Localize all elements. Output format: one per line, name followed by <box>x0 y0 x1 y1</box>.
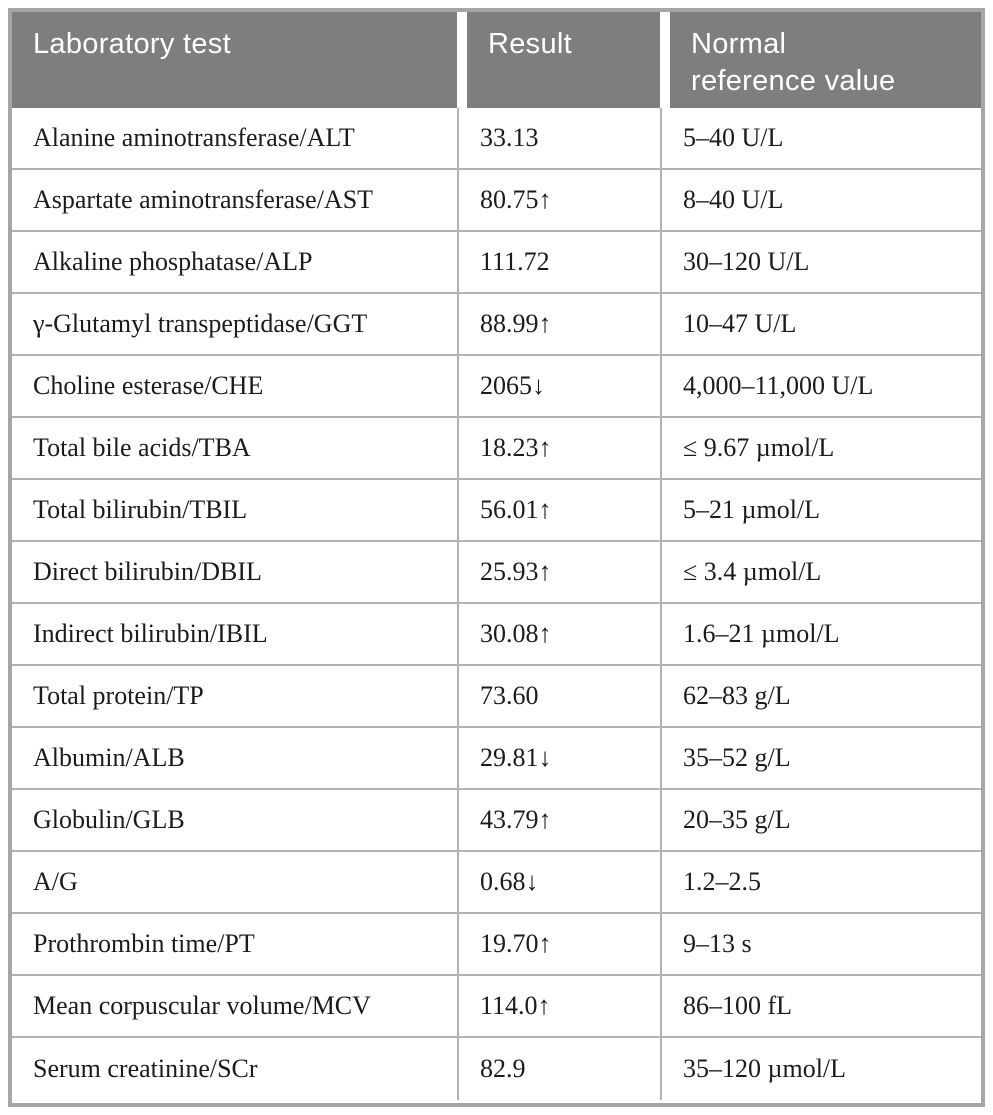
table-row: Globulin/GLB 43.79↑ 20–35 g/L <box>12 790 981 852</box>
result-value-cell: 80.75↑ <box>457 170 660 230</box>
lab-test-name-cell: Albumin/ALB <box>33 743 185 772</box>
reference-range-cell: 86–100 fL <box>660 976 981 1036</box>
lab-test-name-cell: Aspartate aminotransferase/AST <box>33 185 374 214</box>
reference-range-cell: 5–40 U/L <box>660 108 981 168</box>
lab-test-name-cell: Prothrombin time/PT <box>33 929 255 958</box>
result-value-cell: 114.0↑ <box>457 976 660 1036</box>
result-value-cell: 2065↓ <box>457 356 660 416</box>
table-row: Aspartate aminotransferase/AST 80.75↑ 8–… <box>12 170 981 232</box>
table-row: γ-Glutamyl transpeptidase/GGT 88.99↑ 10–… <box>12 294 981 356</box>
reference-range-cell: 9–13 s <box>660 914 981 974</box>
reference-range-cell: 1.2–2.5 <box>660 852 981 912</box>
table-header-row: Laboratory test Result Normal reference … <box>12 12 981 108</box>
table-row: Total bilirubin/TBIL 56.01↑ 5–21 µmol/L <box>12 480 981 542</box>
lab-test-name-cell: Alkaline phosphatase/ALP <box>33 247 313 276</box>
table-row: Alkaline phosphatase/ALP 111.72 30–120 U… <box>12 232 981 294</box>
table-row: Alanine aminotransferase/ALT 33.13 5–40 … <box>12 108 981 170</box>
result-value-cell: 0.68↓ <box>457 852 660 912</box>
reference-range-cell: 4,000–11,000 U/L <box>660 356 981 416</box>
table-row: Mean corpuscular volume/MCV 114.0↑ 86–10… <box>12 976 981 1038</box>
reference-range-cell: 62–83 g/L <box>660 666 981 726</box>
reference-range-cell: 8–40 U/L <box>660 170 981 230</box>
lab-test-name-cell: Serum creatinine/SCr <box>33 1054 258 1083</box>
table-row: Choline esterase/CHE 2065↓ 4,000–11,000 … <box>12 356 981 418</box>
result-value-cell: 33.13 <box>457 108 660 168</box>
reference-range-cell: ≤ 3.4 µmol/L <box>660 542 981 602</box>
column-header-label: Normal reference value <box>691 28 896 97</box>
reference-range-cell: ≤ 9.67 µmol/L <box>660 418 981 478</box>
reference-range-cell: 10–47 U/L <box>660 294 981 354</box>
lab-test-name-cell: Indirect bilirubin/IBIL <box>33 619 268 648</box>
lab-test-name-cell: Mean corpuscular volume/MCV <box>33 991 371 1020</box>
table-row: Total protein/TP 73.60 62–83 g/L <box>12 666 981 728</box>
lab-test-name-cell: γ-Glutamyl transpeptidase/GGT <box>33 309 368 338</box>
lab-test-name-cell: A/G <box>33 867 78 896</box>
result-value-cell: 25.93↑ <box>457 542 660 602</box>
table-row: Direct bilirubin/DBIL 25.93↑ ≤ 3.4 µmol/… <box>12 542 981 604</box>
table-row: Total bile acids/TBA 18.23↑ ≤ 9.67 µmol/… <box>12 418 981 480</box>
reference-range-cell: 35–52 g/L <box>660 728 981 788</box>
result-value-cell: 73.60 <box>457 666 660 726</box>
result-value-cell: 111.72 <box>457 232 660 292</box>
result-value-cell: 56.01↑ <box>457 480 660 540</box>
lab-test-name-cell: Total protein/TP <box>33 681 204 710</box>
lab-test-name-cell: Alanine aminotransferase/ALT <box>33 123 355 152</box>
lab-results-table: Laboratory test Result Normal reference … <box>8 8 985 1107</box>
table-row: Prothrombin time/PT 19.70↑ 9–13 s <box>12 914 981 976</box>
result-value-cell: 29.81↓ <box>457 728 660 788</box>
lab-test-name-cell: Choline esterase/CHE <box>33 371 264 400</box>
reference-range-cell: 20–35 g/L <box>660 790 981 850</box>
column-header-laboratory-test: Laboratory test <box>12 12 457 108</box>
result-value-cell: 18.23↑ <box>457 418 660 478</box>
reference-range-cell: 5–21 µmol/L <box>660 480 981 540</box>
lab-test-name-cell: Direct bilirubin/DBIL <box>33 557 262 586</box>
result-value-cell: 88.99↑ <box>457 294 660 354</box>
table-body: Alanine aminotransferase/ALT 33.13 5–40 … <box>12 108 981 1100</box>
result-value-cell: 30.08↑ <box>457 604 660 664</box>
result-value-cell: 43.79↑ <box>457 790 660 850</box>
result-value-cell: 19.70↑ <box>457 914 660 974</box>
reference-range-cell: 35–120 µmol/L <box>660 1038 981 1100</box>
reference-range-cell: 30–120 U/L <box>660 232 981 292</box>
table-row: Indirect bilirubin/IBIL 30.08↑ 1.6–21 µm… <box>12 604 981 666</box>
table-row: Albumin/ALB 29.81↓ 35–52 g/L <box>12 728 981 790</box>
column-header-normal-reference-value: Normal reference value <box>660 12 981 108</box>
lab-test-name-cell: Total bile acids/TBA <box>33 433 251 462</box>
table-row: A/G 0.68↓ 1.2–2.5 <box>12 852 981 914</box>
column-header-label: Laboratory test <box>33 28 231 60</box>
lab-test-name-cell: Globulin/GLB <box>33 805 185 834</box>
reference-range-cell: 1.6–21 µmol/L <box>660 604 981 664</box>
lab-test-name-cell: Total bilirubin/TBIL <box>33 495 248 524</box>
column-header-label: Result <box>488 28 572 60</box>
result-value-cell: 82.9 <box>457 1038 660 1100</box>
table-row: Serum creatinine/SCr 82.9 35–120 µmol/L <box>12 1038 981 1100</box>
column-header-result: Result <box>457 12 660 108</box>
